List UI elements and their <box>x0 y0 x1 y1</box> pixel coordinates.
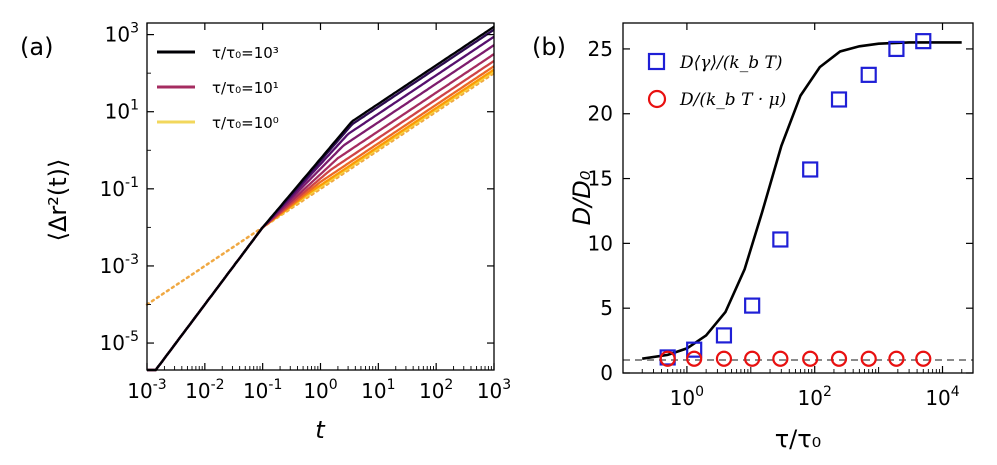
b-legend-square <box>647 52 666 71</box>
b-circle-point <box>802 350 819 367</box>
a-legend-label: τ/τ₀=10³ <box>212 44 279 62</box>
a-xtick-label: 102 <box>419 377 453 403</box>
a-xtick-label: 103 <box>477 377 511 403</box>
b-frame <box>622 22 974 374</box>
b-ytick-label: 20 <box>588 102 613 126</box>
a-frame <box>146 22 495 371</box>
b-legend-circle <box>647 89 667 109</box>
a-legend-label: τ/τ₀=10⁰ <box>212 114 279 132</box>
b-square-point <box>744 297 761 314</box>
a-legend-label: τ/τ₀=10¹ <box>212 79 279 97</box>
panel-a-label: (a) <box>20 33 53 61</box>
b-circle-point <box>915 350 932 367</box>
a-series-c8 <box>147 68 495 372</box>
a-xtick-label: 10-2 <box>185 377 224 403</box>
a-ticks <box>146 23 495 370</box>
b-series-group <box>623 33 973 367</box>
b-square-point <box>772 231 789 248</box>
a-xtick-label: 100 <box>303 377 337 403</box>
panel-b-label: (b) <box>532 33 566 61</box>
b-ytick-label: 5 <box>600 296 613 320</box>
b-ylabel: D/D₀ <box>568 170 596 225</box>
a-series-c9 <box>147 70 495 372</box>
b-circle-point <box>744 350 761 367</box>
b-legend-label: D⟨γ⟩/(k_b T) <box>679 53 782 73</box>
a-ytick-label: 10-3 <box>100 252 139 278</box>
b-xtick-label: 102 <box>798 384 832 410</box>
a-ytick-label: 10-1 <box>100 175 139 201</box>
a-ytick-label: 10-5 <box>100 329 139 355</box>
b-square-point <box>715 327 733 344</box>
a-series-c3 <box>147 35 495 372</box>
b-circle-point <box>888 350 905 367</box>
a-xtick-label: 10-1 <box>243 377 282 403</box>
a-xlabel: t <box>315 416 326 444</box>
b-ytick-label: 0 <box>600 361 613 385</box>
b-tick-labels: 100 102 104 0 5 10 15 20 25 <box>588 37 960 410</box>
b-ticks <box>623 23 973 374</box>
a-series-c4 <box>147 44 495 372</box>
panel-b-chart: 100 102 104 0 5 10 15 20 25 τ/τ₀ D/D₀ D⟨γ⟩/(k_b … <box>568 22 974 453</box>
b-ytick-label: 25 <box>588 37 613 61</box>
b-xtick-label: 100 <box>670 384 704 410</box>
panel-a-chart: 10-3 10-2 10-1 100 101 102 103 10-5 10-3 10-1 101 1… <box>44 21 512 444</box>
a-series-c7 <box>147 65 495 372</box>
a-series-c1 <box>147 25 495 372</box>
a-series-group <box>145 25 496 372</box>
b-square-point <box>915 33 932 50</box>
b-theory-line <box>642 41 962 360</box>
a-ytick-label: 103 <box>105 21 139 47</box>
a-ylabel: ⟨Δr²(t)⟩ <box>44 159 72 242</box>
b-square-point <box>802 161 819 178</box>
b-circle-point <box>659 350 676 367</box>
b-square-point <box>686 341 703 358</box>
b-xlabel: τ/τ₀ <box>775 425 822 453</box>
b-circle-point <box>772 350 789 367</box>
a-legend: τ/τ₀=10³ τ/τ₀=10¹ τ/τ₀=10⁰ <box>157 44 279 132</box>
b-xtick-label: 104 <box>925 384 959 410</box>
b-circle-point <box>830 350 848 367</box>
b-circle-point <box>686 350 703 367</box>
a-xtick-label: 101 <box>361 377 395 403</box>
a-xtick-label: 10-3 <box>127 377 166 403</box>
a-ytick-label: 101 <box>105 98 139 124</box>
b-legend-label: D/(k_b T · μ) <box>679 90 786 110</box>
b-square-point <box>830 91 848 108</box>
a-tick-labels: 10-3 10-2 10-1 100 101 102 103 10-5 10-3 10-1 101 1… <box>100 21 512 403</box>
b-square-point <box>888 40 905 58</box>
a-dotted-asymptote <box>145 71 496 306</box>
b-circle-point <box>715 350 733 367</box>
b-circle-point <box>860 350 877 367</box>
b-square-point <box>860 66 877 83</box>
b-ytick-label: 10 <box>588 231 613 255</box>
b-ytick-label: 15 <box>588 167 613 191</box>
b-legend: D⟨γ⟩/(k_b T) D/(k_b T · μ) <box>647 52 786 110</box>
